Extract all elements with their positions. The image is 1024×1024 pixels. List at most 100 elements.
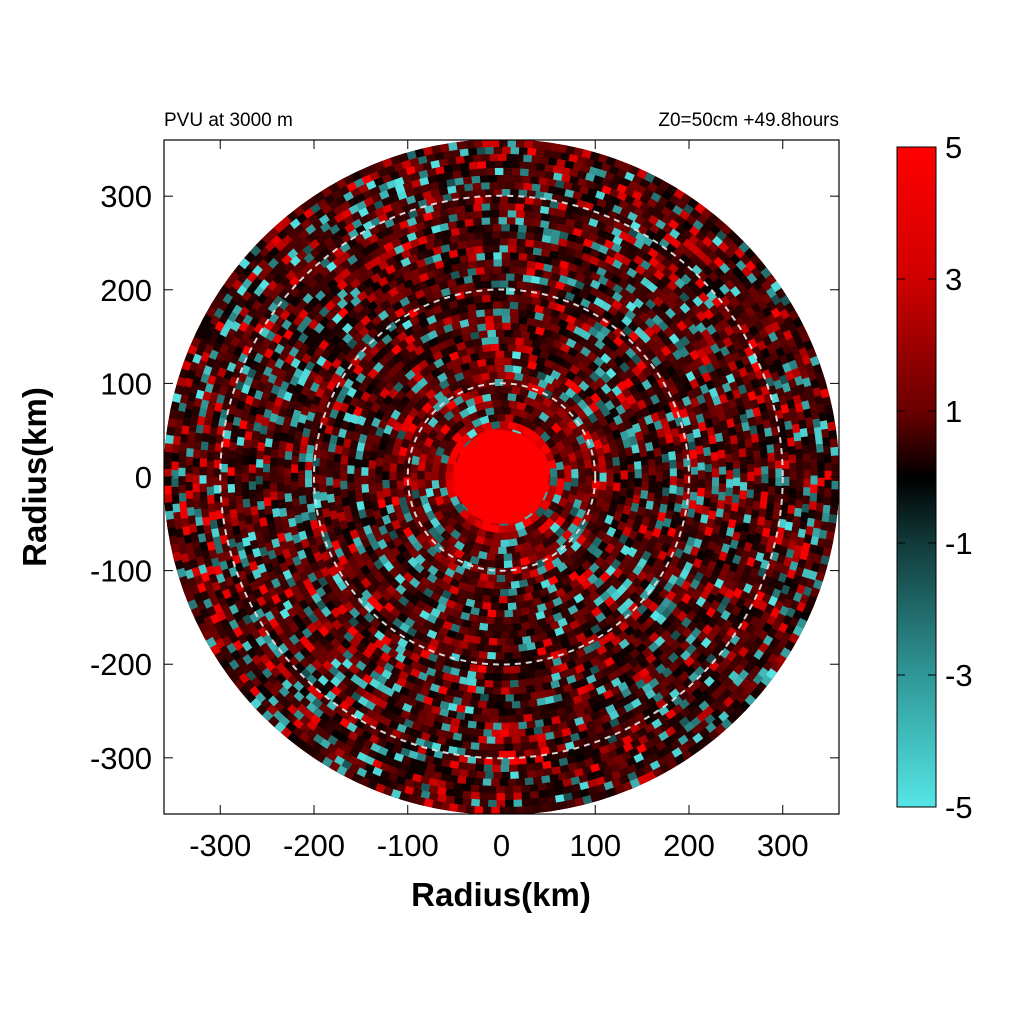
heatmap-cell [788,487,797,498]
heatmap-cell [696,495,705,506]
heatmap-cell [269,457,278,468]
heatmap-cell [214,501,223,512]
heatmap-cell [481,209,491,218]
heatmap-cell [498,525,509,534]
heatmap-cell [333,453,342,464]
heatmap-cell [704,480,713,490]
heatmap-cell [525,224,536,234]
heatmap-cell [495,610,506,618]
heatmap-cell [478,735,488,745]
heatmap-cell [796,465,805,475]
heatmap-cell [291,447,300,458]
heatmap-cell [753,483,762,494]
heatmap-cell [745,497,755,507]
heatmap-cell [489,336,499,345]
heatmap-cell [504,609,514,618]
heatmap-cell [471,182,482,191]
heatmap-cell [512,623,523,632]
heatmap-cell [339,472,348,482]
heatmap-cell [507,279,517,289]
heatmap-cell [501,673,511,682]
heatmap-cell [467,770,478,779]
heatmap-cell [248,481,257,491]
heatmap-cell [492,764,502,773]
heatmap-cell [477,700,488,709]
heatmap-cell [703,454,713,465]
heatmap-cell [521,692,532,702]
heatmap-cell [491,230,501,239]
heatmap-cell [505,272,515,281]
heatmap-cell [353,484,363,495]
heatmap-cell [367,477,376,487]
heatmap-cell [711,485,720,495]
heatmap-cell [475,721,486,730]
heatmap-cell [495,329,505,337]
heatmap-cell [480,336,491,346]
heatmap-cell [200,441,209,451]
heatmap-cell [494,167,504,176]
heatmap-cell [489,392,500,401]
heatmap-cell [220,497,230,507]
heatmap-cell [794,439,803,450]
heatmap-cell [733,476,741,487]
heatmap-cell [484,679,494,689]
heatmap-cell [305,495,314,506]
heatmap-cell [485,581,496,590]
heatmap-cell [388,462,398,473]
heatmap-cell [262,480,271,490]
heatmap-cell [491,588,501,597]
heatmap-cell [661,486,671,497]
heatmap-cell [198,466,207,476]
heatmap-cell [472,714,483,723]
heatmap-cell [506,343,517,352]
heatmap-cell [374,465,383,476]
heatmap-cell [479,637,490,646]
heatmap-cell [496,743,506,752]
heatmap-cell [476,770,486,780]
heatmap-cell [500,307,511,316]
heatmap-cell [676,486,685,496]
heatmap-cell [270,499,280,510]
heatmap-cell [241,473,249,483]
heatmap-cell [669,476,678,486]
heatmap-cell [493,771,503,780]
heatmap-cell [346,482,355,492]
heatmap-cell [641,481,650,491]
heatmap-cell [496,286,507,295]
heatmap-cell [528,734,539,744]
heatmap-cell [641,464,650,474]
heatmap-cell [690,457,699,468]
heatmap-cell [517,266,528,275]
heatmap-cell [690,466,699,476]
heatmap-cell [512,743,523,752]
heatmap-cell [512,736,522,745]
heatmap-cell [290,464,299,474]
heatmap-cell [489,343,500,352]
heatmap-cell [360,467,369,477]
heatmap-cell [374,474,383,484]
heatmap-cell [669,458,678,469]
heatmap-field [164,140,839,814]
heatmap-cell [481,343,492,353]
heatmap-cell [255,458,264,469]
heatmap-cell [483,301,494,310]
heatmap-cell [516,728,527,737]
heatmap-cell [234,487,243,497]
heatmap-cell [529,741,540,751]
heatmap-cell [599,472,608,482]
heatmap-cell [591,462,601,473]
heatmap-cell [483,764,493,773]
heatmap-cell [487,609,497,618]
heatmap-cell [521,175,531,184]
heatmap-cell [733,468,741,478]
heatmap-cell [514,202,525,212]
heatmap-cell [375,457,384,468]
heatmap-cell [717,491,727,501]
heatmap-cell [803,461,812,471]
heatmap-cell [353,476,362,486]
heatmap-cell [781,451,790,461]
heatmap-cell [526,770,537,779]
heatmap-cell [481,714,491,724]
heatmap-cell [479,693,490,702]
heatmap-cell [696,453,706,463]
